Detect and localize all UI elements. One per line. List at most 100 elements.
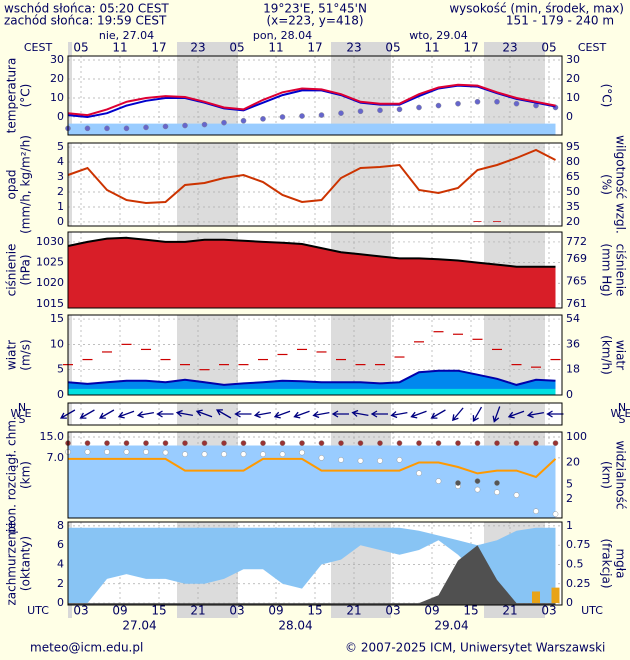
dot xyxy=(533,508,539,514)
panel-frame xyxy=(67,402,563,426)
compass: W xyxy=(611,407,622,420)
dot xyxy=(474,98,481,105)
y2-tick-label: 765 xyxy=(566,275,587,288)
y2-tick-label: 100 xyxy=(566,430,587,443)
footer-email[interactable]: meteo@icm.edu.pl xyxy=(30,641,143,655)
night-band xyxy=(177,403,238,425)
y-tick-label: 15 xyxy=(50,312,64,325)
y2-tick-label: 10 xyxy=(566,91,580,104)
day-label: pon, 28.04 xyxy=(253,29,312,42)
dot xyxy=(201,121,208,128)
compass: S xyxy=(619,413,626,426)
y2-axis-label: wilgotność wzgl. xyxy=(614,135,628,234)
night-band xyxy=(177,56,238,135)
y2-tick-label: 0 xyxy=(566,110,573,123)
dot xyxy=(435,102,442,109)
wind-arrow xyxy=(390,411,408,419)
dot xyxy=(84,440,91,446)
dot xyxy=(299,449,305,456)
bottom-tick-label: 21 xyxy=(346,604,361,618)
y2-tick-label: 1 xyxy=(566,519,573,532)
dot xyxy=(494,98,500,105)
dot xyxy=(84,449,91,455)
date-label: 29.04 xyxy=(434,619,468,633)
dot xyxy=(357,457,364,464)
night-band xyxy=(331,143,391,226)
night-band xyxy=(68,42,72,56)
dot xyxy=(143,449,149,455)
wind-arrow xyxy=(117,410,135,419)
bottom-tick-label: 21 xyxy=(190,604,205,618)
y2-axis-label: ciśnienie xyxy=(614,244,628,297)
dot xyxy=(338,110,344,116)
y2-tick-label: 0 xyxy=(566,596,573,609)
bar xyxy=(493,221,501,222)
y-tick-label: 1020 xyxy=(36,276,64,289)
area xyxy=(68,445,556,518)
wind-arrow xyxy=(452,407,464,422)
bar xyxy=(532,591,540,604)
dot xyxy=(143,440,149,446)
area xyxy=(68,123,556,135)
night-band xyxy=(484,56,545,135)
date-label: 27.04 xyxy=(122,619,156,633)
y2-axis-label: (%) xyxy=(600,174,614,195)
y2-tick-label: 0 xyxy=(566,388,573,401)
dot xyxy=(396,457,403,463)
panel-frame xyxy=(67,431,563,519)
y-tick-label: 10 xyxy=(50,337,64,350)
top-tick-label: 05 xyxy=(73,41,88,55)
dot xyxy=(84,125,91,132)
line xyxy=(68,457,557,479)
y-tick-label: 5 xyxy=(57,363,64,376)
dot xyxy=(494,489,500,496)
dot xyxy=(299,440,305,446)
wind-arrow xyxy=(472,406,483,423)
dot xyxy=(338,457,344,463)
y-tick-label: 1015 xyxy=(36,297,64,310)
y2-tick-label: 5 xyxy=(566,477,573,490)
top-tick-label: 23 xyxy=(190,41,205,55)
y-axis-label: ciśnienie xyxy=(5,244,19,297)
area-edge xyxy=(67,369,556,386)
y2-axis-label: (°C) xyxy=(600,84,614,108)
y-axis-label: pion. rozciągł. chm. xyxy=(5,416,19,534)
dot xyxy=(201,440,208,446)
top-tick-label: 17 xyxy=(307,41,322,55)
wind-arrow xyxy=(351,409,369,417)
dot xyxy=(455,480,461,486)
dot xyxy=(513,100,520,107)
dot xyxy=(377,457,383,464)
dot xyxy=(455,440,461,446)
y-axis-label: (mm/h, kg/m²/h) xyxy=(19,135,33,234)
date-label: 28.04 xyxy=(278,619,312,633)
y2-tick-label: 761 xyxy=(566,297,587,310)
day-label: nie, 27.04 xyxy=(99,29,154,42)
top-tick-label: 23 xyxy=(502,41,517,55)
y2-tick-label: 2 xyxy=(566,492,573,505)
night-band xyxy=(331,42,391,56)
dot xyxy=(279,451,286,458)
y2-tick-label: 772 xyxy=(566,235,587,248)
dot xyxy=(123,440,130,446)
dot xyxy=(357,440,364,446)
compass: W xyxy=(11,407,22,420)
dot xyxy=(260,116,266,122)
day-label: wto, 29.04 xyxy=(409,29,468,42)
y-tick-label: 1030 xyxy=(36,235,64,248)
y-tick-label: 4 xyxy=(57,557,64,570)
y2-tick-label: 0.5 xyxy=(566,557,584,570)
wind-arrow xyxy=(195,409,213,418)
bottom-tick-label: 03 xyxy=(229,604,244,618)
wind-arrow xyxy=(273,410,291,419)
y-tick-label: 2 xyxy=(57,577,64,590)
y2-tick-label: 769 xyxy=(566,252,587,265)
wind-arrow xyxy=(98,409,115,419)
y2-tick-label: 20 xyxy=(566,72,580,85)
height-values: 151 - 179 - 240 m xyxy=(506,14,614,28)
wind-arrow xyxy=(293,410,310,419)
bar xyxy=(473,221,482,222)
dot xyxy=(455,100,461,107)
dot xyxy=(123,449,130,455)
